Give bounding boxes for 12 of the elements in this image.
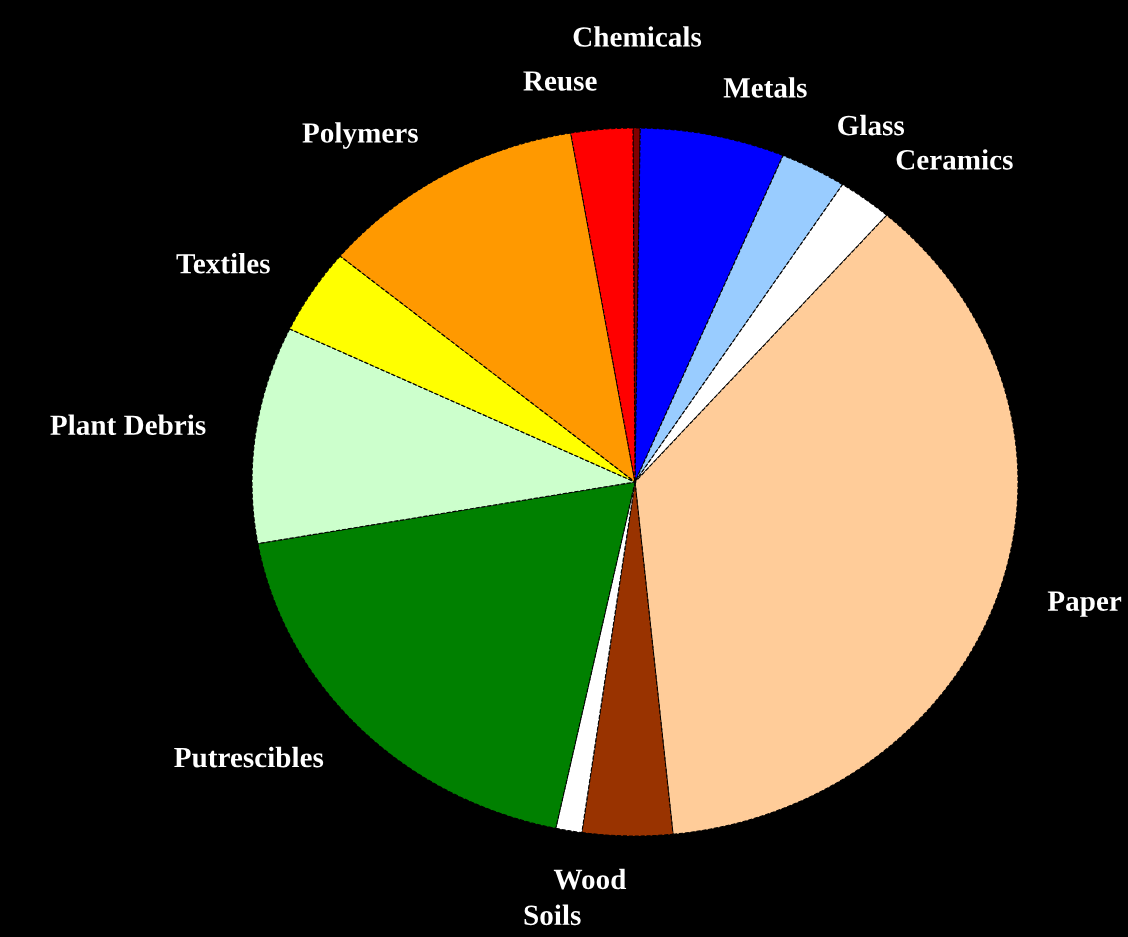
slice-label: Reuse (523, 71, 597, 91)
slice-label: Glass (838, 114, 905, 136)
slice-label: Plant Debris (50, 414, 206, 436)
slice-label: Chemicals (573, 26, 702, 47)
slice-label: Polymers (302, 122, 418, 149)
slice-label: Putrescibles (174, 746, 324, 768)
slice-label: Ceramics (896, 149, 1013, 170)
slice-label: Wood (553, 868, 627, 890)
slice-label: Textiles (176, 253, 270, 274)
slice-label: Metals (723, 77, 807, 98)
slice-label: Soils (524, 904, 581, 926)
slice-label: Paper (1047, 591, 1122, 617)
